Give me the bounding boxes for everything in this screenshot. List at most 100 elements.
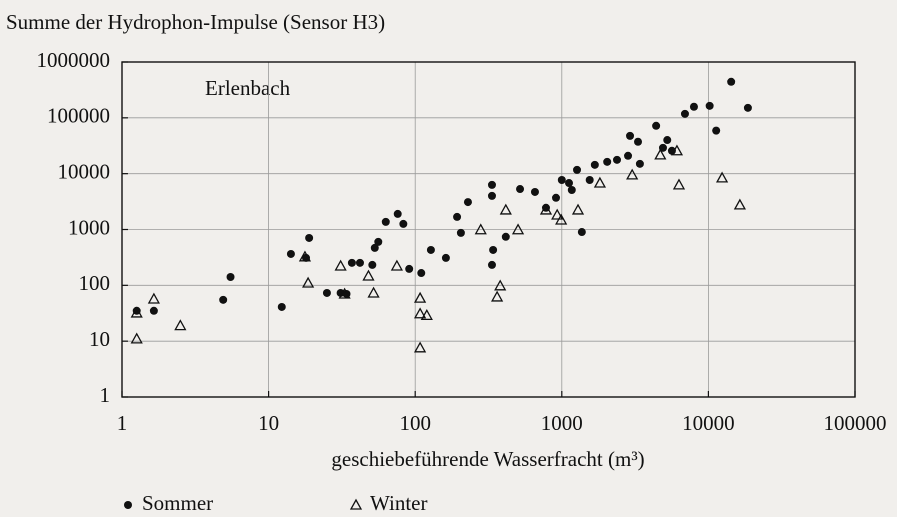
triangle-point bbox=[551, 208, 564, 220]
y-tick-label: 1 bbox=[100, 383, 111, 407]
dot-point bbox=[381, 217, 390, 226]
triangle-point bbox=[413, 341, 427, 353]
y-tick-label: 10 bbox=[89, 327, 110, 351]
dot-point bbox=[305, 233, 314, 242]
triangle-point bbox=[733, 198, 747, 210]
triangle-point bbox=[672, 178, 686, 190]
triangle-point bbox=[420, 309, 433, 320]
dot-point bbox=[347, 258, 356, 267]
dot-point bbox=[487, 260, 496, 269]
y-tick-label: 10000 bbox=[58, 159, 111, 183]
dot-point bbox=[286, 249, 295, 258]
dot-point bbox=[743, 103, 752, 112]
dot-point bbox=[727, 77, 736, 86]
triangle-point bbox=[302, 276, 315, 288]
dot-point bbox=[441, 253, 450, 262]
triangle-point bbox=[130, 306, 143, 318]
dot-point bbox=[393, 209, 402, 218]
dot-point bbox=[712, 126, 721, 135]
dot-point bbox=[667, 146, 676, 155]
x-axis-title: geschiebeführende Wasserfracht (m³) bbox=[331, 447, 644, 471]
dot-point bbox=[463, 198, 472, 207]
triangle-point bbox=[338, 287, 351, 299]
dot-point bbox=[635, 159, 644, 168]
x-tick-label: 1 bbox=[117, 411, 128, 435]
legend-label: Sommer bbox=[142, 491, 213, 515]
y-tick-label: 100000 bbox=[47, 104, 110, 128]
dot-point bbox=[399, 219, 408, 228]
triangle-point bbox=[362, 269, 375, 281]
dot-point bbox=[322, 288, 331, 297]
dot-point bbox=[277, 302, 286, 311]
dot-point bbox=[355, 258, 364, 267]
dot-point bbox=[489, 245, 498, 254]
plot-frame bbox=[121, 61, 856, 398]
dot-point bbox=[405, 264, 414, 273]
y-tick-label: 1000 bbox=[68, 215, 110, 239]
dot-point bbox=[417, 269, 426, 278]
triangle-point bbox=[474, 223, 487, 235]
dot-point bbox=[634, 137, 643, 146]
dot-point bbox=[426, 245, 435, 254]
triangle-point bbox=[499, 203, 512, 215]
dot-point bbox=[585, 176, 594, 185]
dot-point bbox=[530, 187, 539, 196]
dot-point bbox=[368, 260, 377, 269]
dot-point bbox=[552, 193, 561, 202]
dot-point bbox=[453, 212, 462, 221]
dot-point bbox=[577, 228, 586, 237]
dot-point bbox=[487, 180, 496, 189]
dot-point bbox=[624, 151, 633, 160]
dot-point bbox=[663, 136, 672, 145]
dot-point bbox=[516, 185, 525, 194]
dot-point bbox=[302, 253, 311, 262]
triangle-point bbox=[130, 332, 143, 344]
dot-point bbox=[590, 160, 599, 169]
x-tick-label: 10 bbox=[258, 411, 279, 435]
x-tick-label: 100 bbox=[399, 411, 431, 435]
legend-marker bbox=[124, 501, 132, 509]
dot-point bbox=[219, 295, 228, 304]
y-axis-title: Summe der Hydrophon-Impulse (Sensor H3) bbox=[6, 10, 385, 34]
legend-marker bbox=[349, 498, 363, 510]
dot-point bbox=[603, 157, 612, 166]
triangle-point bbox=[571, 203, 585, 215]
triangle-point bbox=[626, 168, 639, 180]
dot-point bbox=[567, 185, 576, 194]
triangle-point bbox=[367, 286, 380, 298]
x-tick-label: 100000 bbox=[824, 411, 887, 435]
triangle-point bbox=[413, 307, 427, 319]
triangle-point bbox=[491, 290, 504, 302]
triangle-point bbox=[593, 176, 607, 188]
triangle-point bbox=[654, 148, 667, 160]
dot-point bbox=[226, 273, 235, 282]
dot-point bbox=[705, 101, 714, 110]
dot-point bbox=[565, 179, 574, 188]
annotation: Erlenbach bbox=[205, 76, 291, 100]
triangle-point bbox=[670, 144, 684, 156]
triangle-point bbox=[555, 213, 568, 225]
x-tick-label: 10000 bbox=[682, 411, 735, 435]
triangle-point bbox=[539, 203, 553, 215]
triangle-point bbox=[715, 171, 729, 183]
x-tick-label: 1000 bbox=[541, 411, 583, 435]
triangle-point bbox=[147, 292, 160, 304]
dot-point bbox=[149, 306, 158, 315]
dot-point bbox=[680, 109, 689, 118]
dot-point bbox=[456, 228, 465, 237]
triangle-point bbox=[390, 259, 403, 271]
triangle-point bbox=[334, 259, 347, 271]
dot-point bbox=[501, 232, 510, 241]
dot-point bbox=[613, 155, 622, 164]
dot-point bbox=[652, 121, 661, 130]
y-tick-label: 1000000 bbox=[37, 48, 111, 72]
triangle-point bbox=[413, 291, 427, 303]
dot-point bbox=[370, 243, 379, 252]
dot-point bbox=[573, 165, 582, 174]
y-tick-label: 100 bbox=[79, 271, 111, 295]
triangle-point bbox=[298, 250, 312, 262]
dot-point bbox=[374, 237, 383, 246]
dot-point bbox=[336, 288, 345, 297]
legend-label: Winter bbox=[370, 491, 427, 515]
